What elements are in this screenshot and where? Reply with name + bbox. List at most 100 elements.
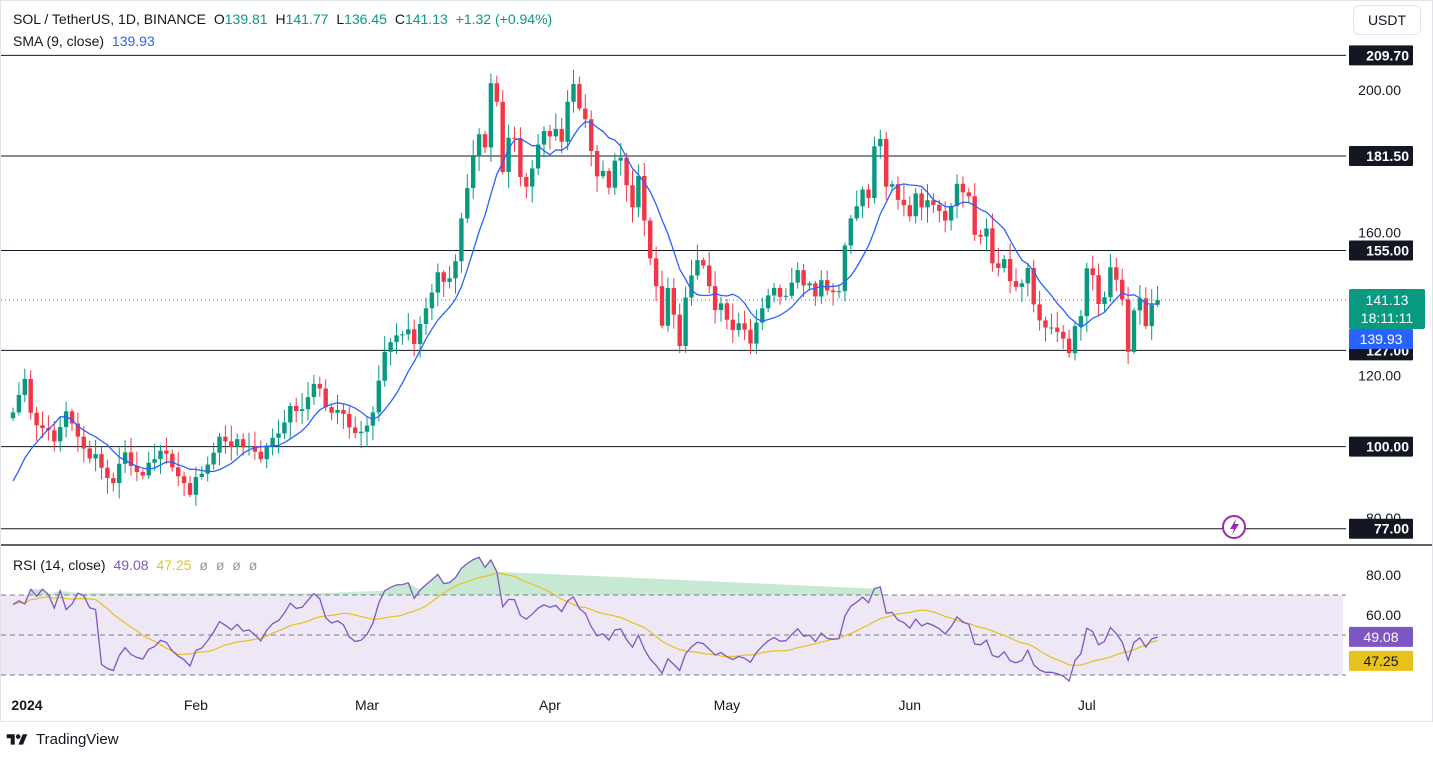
candle-body — [718, 303, 724, 311]
candle-body — [1061, 331, 1066, 339]
rsi-null-4: ø — [248, 557, 258, 573]
candle-body — [193, 476, 199, 495]
candle-body — [854, 206, 859, 219]
close-value: 141.13 — [404, 11, 448, 27]
candle-body — [948, 205, 954, 221]
candle-body — [63, 411, 69, 428]
candle-body — [205, 464, 210, 474]
candle-body — [305, 397, 311, 410]
candle-body — [494, 83, 499, 102]
footer-brand: TradingView — [36, 731, 119, 748]
candle-body — [417, 323, 423, 344]
candle-body — [1049, 327, 1054, 329]
candle-body — [453, 261, 458, 279]
close-label: C — [394, 11, 405, 27]
rsi-value: 49.08 — [113, 557, 149, 573]
candle-body — [1007, 259, 1013, 282]
candle-body — [1120, 279, 1125, 300]
low-label: L — [336, 11, 345, 27]
candle-body — [895, 184, 901, 200]
candle-body — [1072, 326, 1078, 354]
candle-body — [341, 409, 346, 414]
lightning-icon-bolt — [1230, 519, 1239, 535]
price-chart[interactable]: 80.00120.00160.00200.0080.0060.00209.701… — [1, 1, 1433, 722]
candle-body — [1137, 298, 1143, 311]
candle-body — [282, 422, 287, 434]
candle-body — [589, 119, 594, 151]
candle-body — [235, 439, 240, 448]
candle-body — [530, 168, 535, 187]
x-tick-label-3: Apr — [539, 697, 561, 713]
candle-body — [671, 287, 676, 315]
candle-body — [211, 452, 216, 465]
y-tick-label-5: 200.00 — [1358, 82, 1401, 98]
candle-body — [836, 291, 842, 293]
level-label-2: 155.00 — [1366, 243, 1409, 259]
level-label-5: 77.00 — [1374, 521, 1409, 537]
last-price-label: 141.13 — [1366, 292, 1409, 308]
candle-body — [724, 303, 730, 320]
candle-body — [884, 138, 889, 187]
candle-body — [583, 108, 588, 120]
symbol-title: SOL / TetherUS, 1D, BINANCE — [13, 11, 206, 27]
candle-body — [819, 280, 824, 297]
candle-body — [648, 220, 653, 259]
candle-body — [199, 473, 204, 477]
candle-body — [766, 295, 771, 309]
candle-body — [559, 128, 564, 142]
candle-body — [990, 228, 995, 264]
candle-body — [547, 131, 553, 137]
candle-body — [276, 433, 281, 438]
candle-body — [40, 425, 45, 429]
chart-frame[interactable]: 80.00 120.00 160.00 200.00 80.00 60.00 209.70 1… — [0, 0, 1433, 722]
rsi-ma-label-bg — [1349, 650, 1413, 671]
candle-body — [400, 334, 405, 336]
candle-body — [252, 445, 258, 452]
candle-body — [311, 383, 317, 398]
candle-body — [736, 323, 741, 331]
rsi-null-1: ø — [199, 557, 208, 573]
candle-body — [937, 204, 942, 211]
candle-body — [659, 286, 665, 326]
candle-body — [943, 210, 948, 221]
rsi-null-2: ø — [215, 557, 225, 573]
lightning-icon[interactable] — [1222, 515, 1246, 539]
candle-body — [872, 146, 877, 199]
change-value: +1.32 (+0.94%) — [455, 11, 553, 27]
sma-legend: SMA (9, close) 139.93 — [13, 33, 155, 49]
candle-body — [1078, 316, 1084, 327]
candle-body — [465, 188, 470, 219]
candle-body — [636, 175, 641, 208]
candle-body — [270, 437, 275, 447]
candle-body — [99, 454, 104, 468]
level-label-4: 100.00 — [1366, 439, 1409, 455]
candle-body — [264, 446, 269, 460]
candle-body — [919, 193, 924, 208]
candle-body — [783, 295, 789, 297]
open-label: O — [213, 11, 225, 27]
candle-body — [901, 199, 907, 206]
candle-body — [689, 275, 694, 298]
rsi-overbought-fill — [27, 557, 884, 595]
rsi-tick-label-0: 80.00 — [1366, 567, 1401, 583]
candle-body — [217, 436, 222, 453]
candle-body — [447, 278, 452, 282]
rsi-ma-axis-label: 47.25 — [1363, 653, 1398, 669]
candle-body — [760, 308, 765, 323]
candle-body — [771, 287, 777, 296]
rsi-label: RSI (14, close) — [13, 557, 106, 573]
candle-body — [701, 260, 706, 266]
candle-body — [93, 454, 98, 459]
currency-button[interactable]: USDT — [1353, 5, 1421, 35]
candle-body — [176, 467, 181, 477]
candle-body — [954, 183, 960, 206]
candle-body — [1102, 297, 1107, 304]
sma-value: 139.93 — [111, 33, 155, 49]
candle-body — [164, 450, 169, 454]
candle-body — [594, 150, 600, 177]
sma-label: SMA (9, close) — [13, 33, 105, 49]
candle-body — [246, 445, 252, 448]
candle-body — [571, 83, 576, 102]
candle-body — [406, 329, 411, 335]
candle-body — [748, 329, 753, 344]
